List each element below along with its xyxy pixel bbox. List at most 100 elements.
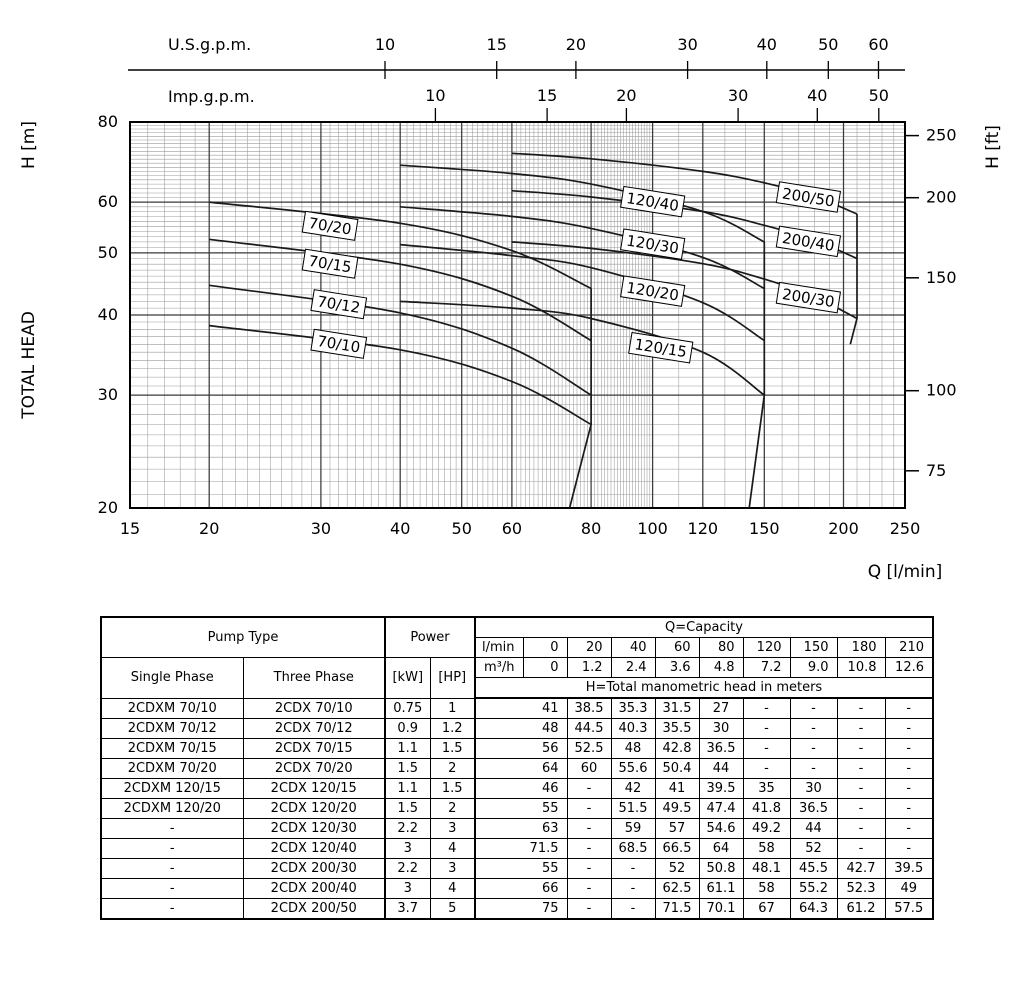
cell-head-1: -	[566, 858, 612, 879]
cell-head-6: 45.5	[789, 858, 838, 879]
cell-head-8: -	[884, 738, 934, 759]
cell-hp: 1.2	[429, 718, 476, 739]
cell-head-1: -	[566, 778, 612, 799]
curve-label-200/40: 200/40	[775, 225, 842, 258]
cell-head-6: 30	[789, 778, 838, 799]
curve-label-70/20: 70/20	[301, 210, 359, 241]
cell-three-phase: 2CDX 70/12	[242, 718, 386, 739]
right-axis-ft: 75 100 150 200 250	[905, 126, 957, 480]
svg-text:50: 50	[818, 35, 838, 54]
cell-three-phase: 2CDX 200/50	[242, 898, 386, 920]
cell-head-5: 41.8	[742, 798, 791, 819]
curve-label-120/20: 120/20	[620, 275, 686, 307]
table-row: -2CDX 120/40 3 4 71.5-68.5 66.5 64 58 52- -	[100, 838, 934, 859]
cell-hp: 3	[429, 818, 476, 839]
cell-single-phase: 2CDXM 120/15	[100, 778, 244, 799]
cell-head-1: -	[566, 818, 612, 839]
table-row: 2CDXM 70/20 2CDX 70/20 1.5 2 64 60 55.6 50.4 44-…	[100, 758, 934, 779]
m3h-tick: 2.4	[610, 657, 656, 678]
cell-head-1: -	[566, 798, 612, 819]
lmin-tick: 150	[789, 637, 838, 658]
cell-head-4: 50.8	[698, 858, 744, 879]
svg-text:Imp.g.p.m.: Imp.g.p.m.	[168, 87, 255, 106]
svg-text:10: 10	[375, 35, 395, 54]
cell-head-2: 40.3	[610, 718, 656, 739]
svg-text:40: 40	[390, 519, 410, 538]
cell-head-3: 31.5	[654, 697, 700, 719]
hp-header: [HP]	[429, 657, 476, 699]
cell-three-phase: 2CDX 120/40	[242, 838, 386, 859]
curve-label-70/12: 70/12	[310, 289, 368, 320]
curve-labels: 70/10 70/12 70/15 70/20 120/15 120/20 120/30 12…	[301, 181, 842, 364]
m3h-tick: 3.6	[654, 657, 700, 678]
svg-text:120: 120	[688, 519, 719, 538]
cell-head-6: 44	[789, 818, 838, 839]
cell-head-7: -	[836, 838, 886, 859]
cell-single-phase: 2CDXM 70/15	[100, 738, 244, 759]
lmin-tick: 80	[698, 637, 744, 658]
top-scale-usgpm: U.S.g.p.m. 10 15 20 30 40 50 60	[128, 35, 905, 79]
cell-head-5: -	[742, 697, 791, 719]
table-row: -2CDX 120/30 2.2 3 63-59 57 54.6 49.2 44- -	[100, 818, 934, 839]
cell-head-0: 55	[474, 798, 568, 819]
cell-kw: 1.1	[384, 738, 431, 759]
cell-kw: 1.1	[384, 778, 431, 799]
cell-kw: 2.2	[384, 818, 431, 839]
svg-text:H [m]: H [m]	[19, 121, 39, 169]
svg-text:20: 20	[199, 519, 219, 538]
cell-head-2: 48	[610, 738, 656, 759]
svg-text:80: 80	[581, 519, 601, 538]
cell-head-2: 51.5	[610, 798, 656, 819]
cell-head-6: -	[789, 758, 838, 779]
lmin-label: l/min	[474, 637, 524, 658]
cell-hp: 1.5	[429, 778, 476, 799]
lmin-tick: 210	[884, 637, 934, 658]
cell-head-1: 38.5	[566, 697, 612, 719]
cell-head-4: 39.5	[698, 778, 744, 799]
cell-head-8: -	[884, 758, 934, 779]
table-row: 2CDXM 120/15 2CDX 120/15 1.1 1.5 46-42 41 39.5…	[100, 778, 934, 799]
cell-head-0: 66	[474, 878, 568, 899]
cell-single-phase: 2CDXM 70/10	[100, 697, 244, 719]
cell-head-1: 44.5	[566, 718, 612, 739]
svg-text:H [ft]: H [ft]	[983, 125, 1003, 169]
pump-curves	[209, 152, 858, 509]
cell-three-phase: 2CDX 70/15	[242, 738, 386, 759]
cell-head-5: 58	[742, 838, 791, 859]
cell-head-7: -	[836, 798, 886, 819]
cell-head-0: 63	[474, 818, 568, 839]
svg-text:U.S.g.p.m.: U.S.g.p.m.	[168, 35, 251, 54]
m3h-tick: 9.0	[789, 657, 838, 678]
lmin-tick: 180	[836, 637, 886, 658]
cell-head-5: 58	[742, 878, 791, 899]
cell-head-5: -	[742, 758, 791, 779]
m3h-label: m³/h	[474, 657, 524, 678]
cell-kw: 3	[384, 878, 431, 899]
cell-head-2: -	[610, 898, 656, 920]
cell-head-6: 55.2	[789, 878, 838, 899]
cell-head-3: 42.8	[654, 738, 700, 759]
curve-70/15	[209, 238, 592, 342]
pump-type-header: Pump Type	[100, 616, 386, 658]
cell-head-2: 59	[610, 818, 656, 839]
cell-hp: 4	[429, 838, 476, 859]
cell-head-7: 42.7	[836, 858, 886, 879]
cell-three-phase: 2CDX 120/20	[242, 798, 386, 819]
svg-text:100: 100	[926, 381, 957, 400]
cell-head-1: -	[566, 878, 612, 899]
cell-kw: 1.5	[384, 798, 431, 819]
curve-label-200/50: 200/50	[775, 181, 842, 213]
cell-head-0: 71.5	[474, 838, 568, 859]
cell-head-4: 36.5	[698, 738, 744, 759]
m3h-tick: 1.2	[566, 657, 612, 678]
lmin-tick: 20	[566, 637, 612, 658]
cell-head-8: -	[884, 718, 934, 739]
cell-head-8: -	[884, 838, 934, 859]
plot-frame	[129, 121, 906, 509]
cell-head-0: 56	[474, 738, 568, 759]
table-row: 2CDXM 70/10 2CDX 70/10 0.75 1 41 38.5 35.3 31.5…	[100, 697, 934, 719]
cell-head-4: 47.4	[698, 798, 744, 819]
cell-head-3: 71.5	[654, 898, 700, 920]
cell-head-7: 61.2	[836, 898, 886, 920]
svg-text:80: 80	[98, 112, 118, 131]
